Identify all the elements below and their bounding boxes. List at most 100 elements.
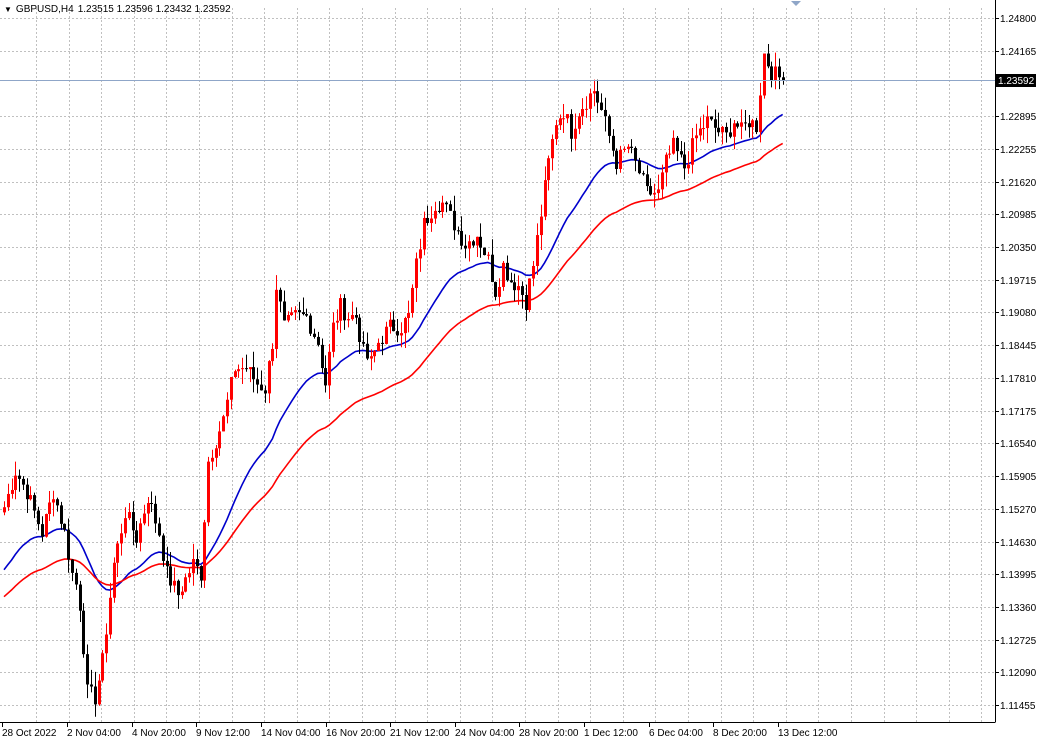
candle-body [559,118,562,126]
candles [3,43,785,717]
candle-body [464,245,467,249]
candle-body [222,416,225,432]
candle-body [589,93,592,109]
candle-body [600,102,603,110]
candle-body [457,230,460,232]
candle-body [181,591,184,596]
candle-body [513,282,516,291]
candle-body [385,326,388,344]
candle-body [332,322,335,352]
chart-shift-icon [791,1,801,6]
candle-body [623,148,626,150]
candle-body [748,123,751,128]
candle-body [536,235,539,266]
candle-body [116,543,119,563]
candle-body [211,457,214,462]
candle-body [676,137,679,152]
y-tick-label: 1.20985 [1000,210,1037,221]
candle-body [321,344,324,369]
candle-body [430,218,433,224]
symbol-timeframe: GBPUSD,H4 [15,4,74,15]
candle-body [479,236,482,248]
y-tick-label: 1.24165 [1000,47,1037,58]
y-tick-label: 1.22255 [1000,145,1037,156]
candle-body [649,186,652,195]
candle-body [18,475,21,479]
candle-body [139,523,142,543]
candle-body [544,180,547,217]
moving-averages [3,113,784,598]
candle-body [627,146,630,149]
candle-body [177,580,180,596]
candle-body [192,559,195,574]
x-tick-label: 2 Nov 04:00 [67,728,121,739]
candle-body [630,146,633,148]
candle-body [725,126,728,133]
candle-body [52,499,55,503]
current-price-label: 1.23592 [998,76,1035,87]
ma-fast-line [3,113,784,591]
candle-body [578,116,581,129]
candle-body [162,535,165,561]
candle-body [370,356,373,359]
candle-body [634,147,637,161]
candle-body [105,634,108,654]
candle-body [426,217,429,224]
current-price-tag [996,74,1036,87]
caret-down-icon[interactable]: ▼ [4,5,12,14]
candle-body [67,529,70,560]
candle-body [188,573,191,578]
candle-body [60,505,63,524]
y-tick-label: 1.22895 [1000,112,1037,123]
candle-body [668,153,671,155]
grid [0,8,994,722]
candle-body [517,286,520,291]
candle-body [169,566,172,586]
candle-body [184,577,187,592]
candle-body [290,312,293,316]
candle-body [75,572,78,585]
candle-body [476,236,479,246]
candle-body [14,475,17,490]
candle-body [774,66,777,81]
candle-body [445,202,448,205]
candle-body [706,116,709,129]
y-tick-label: 1.14630 [1000,538,1037,549]
candle-body [22,478,25,485]
candle-body [751,120,754,128]
candle-body [355,315,358,318]
candle-body [237,369,240,372]
candle-body [604,109,607,117]
candle-body [373,351,376,357]
candle-body [381,342,384,344]
candle-body [555,125,558,140]
candle-body [687,164,690,169]
candle-body [154,503,157,524]
y-tick-label: 1.12725 [1000,636,1037,647]
candle-body [498,286,501,297]
candle-body [94,686,97,705]
candle-body [309,315,312,334]
candle-body [680,151,683,155]
candle-body [256,379,259,385]
candle-body [101,653,104,681]
x-tick-label: 24 Nov 04:00 [455,728,515,739]
candle-body [294,310,297,313]
y-tick-label: 1.18445 [1000,341,1037,352]
candle-body [347,319,350,321]
y-tick-label: 1.16540 [1000,439,1037,450]
candle-body [574,128,577,139]
candle-body [593,91,596,94]
candle-body [336,320,339,323]
candle-body [241,368,244,370]
candle-body [472,241,475,246]
candle-body [733,123,736,137]
candle-body [196,559,199,567]
candle-body [759,95,762,133]
y-tick-label: 1.17175 [1000,407,1037,418]
candle-body [245,368,248,370]
x-tick-label: 14 Nov 04:00 [261,728,321,739]
candle-body [283,301,286,321]
